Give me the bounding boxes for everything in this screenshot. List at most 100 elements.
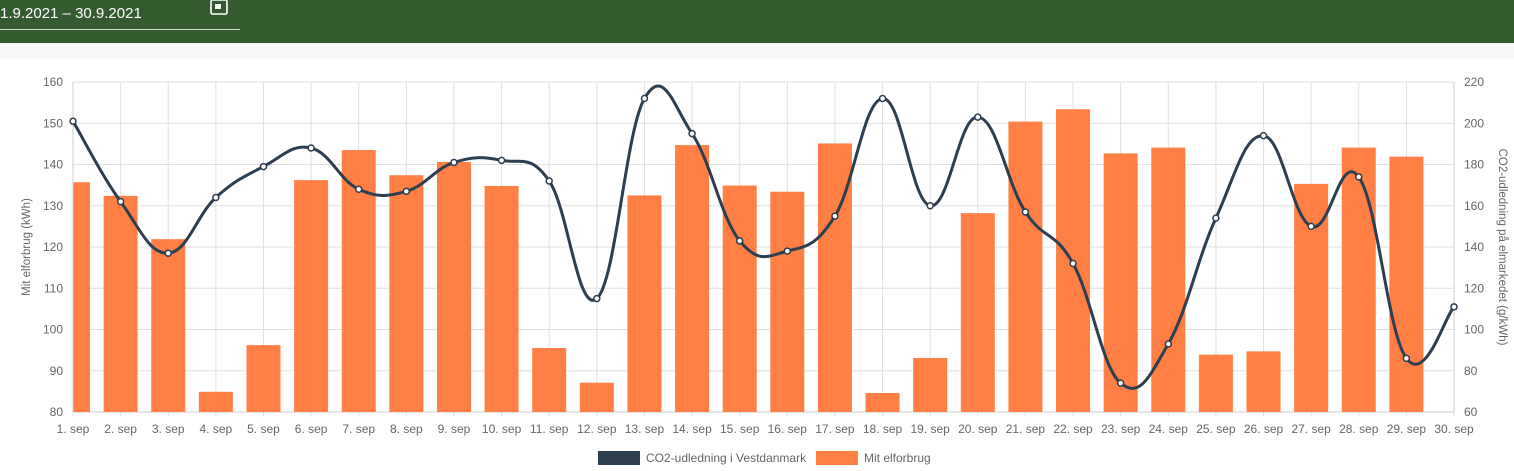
co2-point <box>926 202 934 210</box>
y-right-tick-label: 220 <box>1464 75 1484 89</box>
bar <box>73 182 90 412</box>
x-tick-label: 14. sep <box>672 422 712 436</box>
x-tick-label: 22. sep <box>1053 422 1093 436</box>
date-range-underline <box>0 29 240 30</box>
co2-point <box>545 177 553 185</box>
bar <box>675 145 710 413</box>
co2-point <box>259 162 268 171</box>
bar <box>532 348 567 412</box>
y-left-tick-label: 110 <box>44 281 63 295</box>
x-tick-label: 26. sep <box>1244 422 1284 436</box>
legend-label-consumption: Mit elforbrug <box>864 451 931 465</box>
co2-point <box>1355 173 1363 181</box>
x-tick-label: 24. sep <box>1149 422 1189 436</box>
x-tick-label: 1. sep <box>57 422 90 436</box>
x-tick-label: 10. sep <box>482 422 522 436</box>
y-right-tick-label: 100 <box>1464 323 1484 337</box>
x-tick-label: 16. sep <box>768 422 808 436</box>
bar <box>865 393 900 412</box>
co2-point <box>497 156 506 165</box>
bar <box>579 382 614 412</box>
legend-label-co2: CO2-udledning i Vestdanmark <box>646 451 807 465</box>
bar <box>198 391 233 412</box>
x-tick-label: 9. sep <box>438 422 471 436</box>
bar <box>1389 156 1424 412</box>
x-tick-label: 5. sep <box>247 422 280 436</box>
x-tick-label: 3. sep <box>152 422 185 436</box>
y-right-tick-label: 200 <box>1464 116 1484 130</box>
x-tick-label: 21. sep <box>1006 422 1046 436</box>
bar <box>960 213 995 412</box>
co2-point <box>1450 303 1458 311</box>
y-right-tick-label: 60 <box>1464 405 1478 419</box>
chart-area: 80 90 100 110 120 130 140 150 160 60 80 100 120 140 16… <box>21 75 1508 465</box>
y-left-tick-label: 90 <box>50 364 64 378</box>
co2-point <box>593 294 601 303</box>
toolbar-strip <box>0 43 1514 58</box>
co2-point <box>735 237 744 245</box>
y-left-tick-label: 160 <box>43 75 63 89</box>
co2-point <box>164 249 172 257</box>
calendar-button[interactable] <box>209 0 229 16</box>
bar <box>913 357 948 412</box>
x-tick-label: 12. sep <box>577 422 617 436</box>
y-right-axis-title: CO2-udledning på elmarkedet (g/kWh) <box>1496 149 1508 346</box>
co2-point <box>1402 354 1411 363</box>
co2-line <box>71 84 1456 390</box>
co2-point <box>974 113 982 121</box>
legend-swatch-co2 <box>598 451 640 465</box>
x-tick-label: 19. sep <box>910 422 950 436</box>
bar <box>1246 351 1281 412</box>
y-right-tick-label: 140 <box>1464 240 1484 254</box>
x-tick-label: 4. sep <box>200 422 233 436</box>
co2-point <box>688 129 696 138</box>
x-tick-label: 13. sep <box>625 422 665 436</box>
co2-point <box>450 158 458 167</box>
y-left-axis-title: Mit elforbrug (kWh) <box>21 198 33 296</box>
bar <box>436 162 471 412</box>
x-tick-label: 27. sep <box>1291 422 1331 436</box>
y-left-tick-label: 150 <box>43 116 63 130</box>
y-left-tick-label: 80 <box>50 405 64 419</box>
y-left-tick-label: 120 <box>43 240 63 254</box>
co2-point <box>307 144 315 152</box>
co2-point <box>1164 340 1173 348</box>
date-range-input[interactable]: 1.9.2021 – 30.9.2021 <box>0 5 142 22</box>
co2-point <box>1259 131 1268 140</box>
x-tick-label: 18. sep <box>863 422 903 436</box>
y-left-tick-label: 140 <box>43 158 63 172</box>
co2-point <box>783 247 792 255</box>
bar <box>770 191 805 412</box>
bar <box>1198 354 1233 412</box>
bar <box>246 345 281 412</box>
x-tick-label: 17. sep <box>815 422 855 436</box>
co2-point <box>354 185 363 193</box>
co2-point <box>1307 222 1315 231</box>
co2-point <box>1021 208 1030 216</box>
calendar-icon <box>210 0 228 15</box>
x-tick-label: 25. sep <box>1196 422 1236 436</box>
co2-point <box>212 193 220 202</box>
y-left-tick-label: 130 <box>43 199 63 213</box>
bar <box>627 195 662 412</box>
x-tick-label: 11. sep <box>530 422 569 436</box>
co2-point <box>831 212 839 220</box>
x-tick-label: 28. sep <box>1339 422 1379 436</box>
bar <box>389 175 424 412</box>
y-right-tick-label: 160 <box>1464 199 1484 213</box>
bar <box>103 195 138 412</box>
x-tick-label: 8. sep <box>390 422 423 436</box>
top-bar: 1.9.2021 – 30.9.2021 <box>0 0 1514 43</box>
co2-point <box>640 94 649 103</box>
bar <box>1008 121 1043 412</box>
x-tick-label: 15. sep <box>720 422 760 436</box>
legend-swatch-consumption <box>816 451 858 465</box>
co2-point <box>878 94 887 103</box>
x-tick-label: 23. sep <box>1101 422 1141 436</box>
y-left-tick-label: 100 <box>43 323 63 337</box>
bar <box>1103 153 1138 413</box>
y-right-tick-label: 80 <box>1464 364 1478 378</box>
co2-point <box>116 197 125 206</box>
bar <box>151 239 186 412</box>
bar <box>1341 147 1376 412</box>
